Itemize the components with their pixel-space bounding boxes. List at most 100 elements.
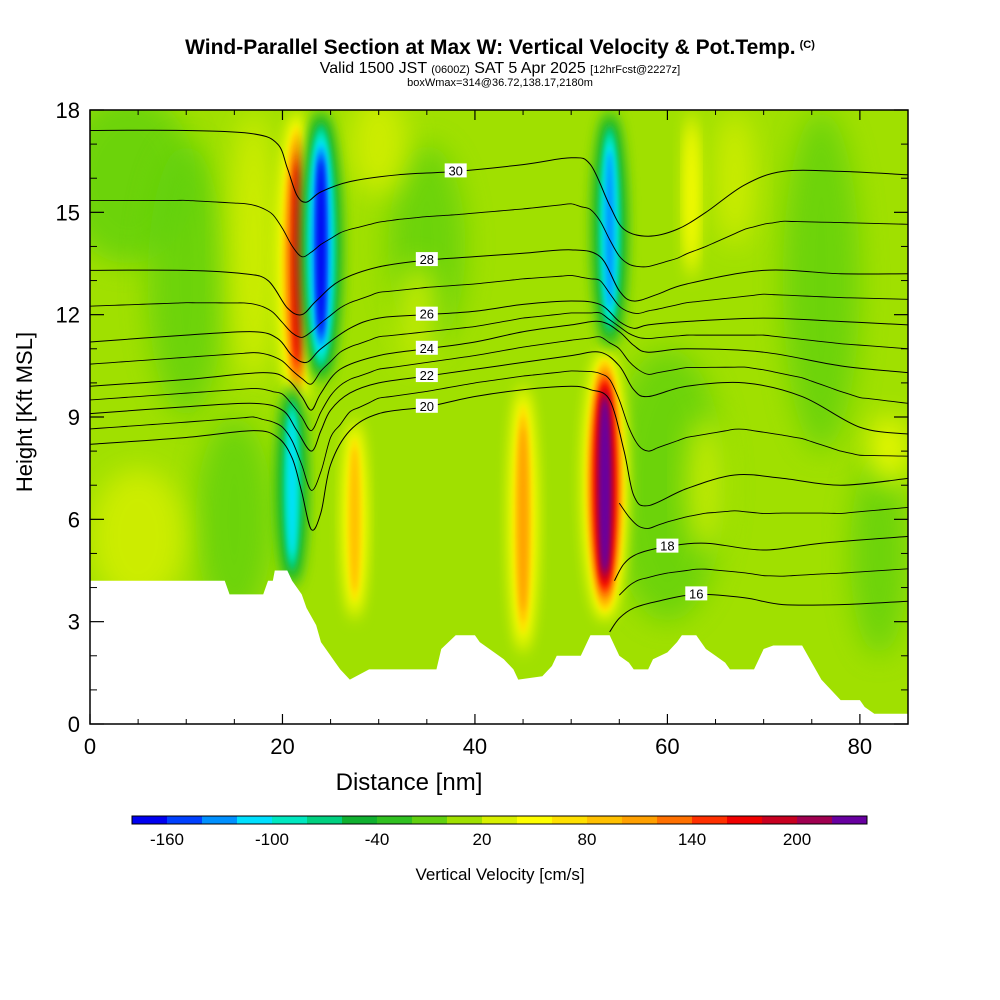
field-bg-blob-5: [782, 110, 860, 452]
field-bg-blob-1: [147, 144, 225, 418]
colorbar-swatch-13: [587, 816, 623, 824]
theta-contours: 16 18 20 22 24 26 28 30: [90, 129, 908, 633]
colorbar-swatch-20: [832, 816, 868, 824]
y-tick-label-15: 15: [56, 200, 80, 225]
theta-label-bg-24: [415, 340, 438, 355]
feature-3-level-80: [350, 447, 359, 591]
theta-contour-minor-2-0: [90, 370, 908, 491]
theta-label-30: 30: [448, 163, 462, 178]
feature-6-level-120: [605, 151, 614, 308]
y-tick-label-12: 12: [56, 303, 80, 328]
theta-contour-minor-3-0: [90, 336, 908, 432]
theta-label-24: 24: [420, 341, 434, 356]
theta-contour-minor-6-0: [90, 199, 908, 268]
theta-contour-20: [90, 385, 908, 531]
colorbar-swatch-1: [167, 816, 203, 824]
colorbar-swatch-19: [797, 816, 833, 824]
colorbar-swatch-17: [727, 816, 763, 824]
theta-contour-30: [90, 129, 908, 237]
theta-label-bg-16: [685, 586, 708, 601]
y-tick-label-18: 18: [56, 98, 80, 123]
copyright-mark: (C): [799, 39, 815, 51]
theta-contour-24: [90, 320, 908, 411]
theta-contour-26: [90, 300, 908, 364]
chart-title: Wind-Parallel Section at Max W: Vertical…: [0, 36, 1000, 60]
field-bg-blob-10: [869, 417, 908, 486]
feature-downdraft-1: [301, 110, 341, 383]
colorbar-frame: [131, 815, 868, 825]
colorbar-swatch-9: [447, 816, 483, 824]
y-tick-label-3: 3: [68, 610, 80, 635]
theta-label-22: 22: [420, 368, 434, 383]
terrain-fill: [90, 570, 908, 724]
valid-utc: (0600Z): [431, 64, 470, 76]
colorbar-swatch-12: [552, 816, 588, 824]
box-info: boxWmax=314@36.72,138.17,2180m: [407, 77, 593, 89]
colorbar-swatch-8: [412, 816, 448, 824]
colorbar-tick-label-3: 20: [473, 830, 492, 849]
x-tick-label-20: 20: [270, 734, 294, 759]
theta-contour-minor-5-0: [90, 274, 908, 338]
colorbar-swatch-14: [622, 816, 658, 824]
theta-label-bg-30: [444, 163, 467, 178]
field-bg-blob-6: [850, 451, 908, 656]
field-bg-blob-8: [349, 110, 408, 196]
theta-contour-22: [90, 351, 908, 452]
colorbar-tick-label-4: 80: [578, 830, 597, 849]
chart-title-text: Wind-Parallel Section at Max W: Vertical…: [185, 36, 796, 59]
colorbar-tick-label-1: -100: [255, 830, 289, 849]
field-bg-blob-13: [686, 417, 726, 554]
terrain-mask: [90, 570, 908, 724]
x-tick-label-80: 80: [848, 734, 872, 759]
valid-time-line: Valid 1500 JST (0600Z) SAT 5 Apr 2025 [1…: [0, 60, 1000, 78]
x-tick-label-40: 40: [463, 734, 487, 759]
colorbar-swatch-4: [272, 816, 308, 824]
theta-label-bg-18: [656, 538, 679, 553]
colorbar-swatch-3: [237, 816, 273, 824]
y-axis-label: Height [Kft MSL]: [12, 332, 37, 492]
feature-7-level-40: [685, 125, 698, 266]
field-bg-blob-7: [229, 110, 278, 383]
axes: 0 20 40 60 80 0 3 6 9 12 15 18 Distance [nm] Height […: [12, 98, 909, 796]
theta-contour-minor-4-0: [90, 312, 908, 385]
feature-downdraft-2: [277, 382, 307, 588]
theta-label-bg-26: [415, 306, 438, 321]
colorbar-swatch-5: [307, 816, 343, 824]
y-tick-label-9: 9: [68, 405, 80, 430]
feature-2-level-100: [288, 416, 297, 555]
theta-label-16: 16: [689, 586, 703, 601]
y-tick-label-6: 6: [68, 507, 80, 532]
colorbar-tick-label-6: 200: [783, 830, 811, 849]
field-bg-blob-2: [195, 416, 273, 622]
x-axis-label: Distance [nm]: [336, 769, 483, 796]
colorbar-tick-label-5: 140: [678, 830, 706, 849]
feature-updraft-3: [341, 416, 368, 622]
forecast-info: [12hrFcst@2227z]: [590, 64, 681, 76]
valid-prefix: Valid 1500 JST: [319, 60, 427, 77]
y-tick-label-0: 0: [68, 712, 80, 737]
feature-updraft-4: [508, 382, 538, 656]
feature-0-level-160: [293, 166, 301, 361]
colorbar-swatch-18: [762, 816, 798, 824]
colorbar-swatch-0: [132, 816, 168, 824]
colorbar-tick-label-0: -160: [150, 830, 184, 849]
theta-contour-minor-0-0: [618, 568, 908, 596]
theta-contour-18: [614, 535, 908, 581]
feature-4-level-100: [519, 427, 527, 612]
colorbar-swatch-7: [377, 816, 413, 824]
colorbar: -160 -100 -40 20 80 140 200 Vertical Velocity […: [131, 815, 868, 884]
feature-5-level-240: [602, 402, 608, 568]
theta-label-26: 26: [420, 307, 434, 322]
colorbar-swatch-2: [202, 816, 238, 824]
field-bg-blob-11: [90, 468, 187, 605]
theta-label-18: 18: [660, 539, 674, 554]
theta-contour-minor-1-0: [618, 502, 908, 529]
colorbar-swatch-15: [657, 816, 693, 824]
colorbar-swatch-10: [482, 816, 518, 824]
valid-date: SAT 5 Apr 2025: [474, 60, 586, 77]
theta-contour-28: [90, 249, 908, 316]
colorbar-label: Vertical Velocity [cm/s]: [415, 865, 584, 884]
colorbar-swatch-16: [692, 816, 728, 824]
theta-label-28: 28: [420, 252, 434, 267]
